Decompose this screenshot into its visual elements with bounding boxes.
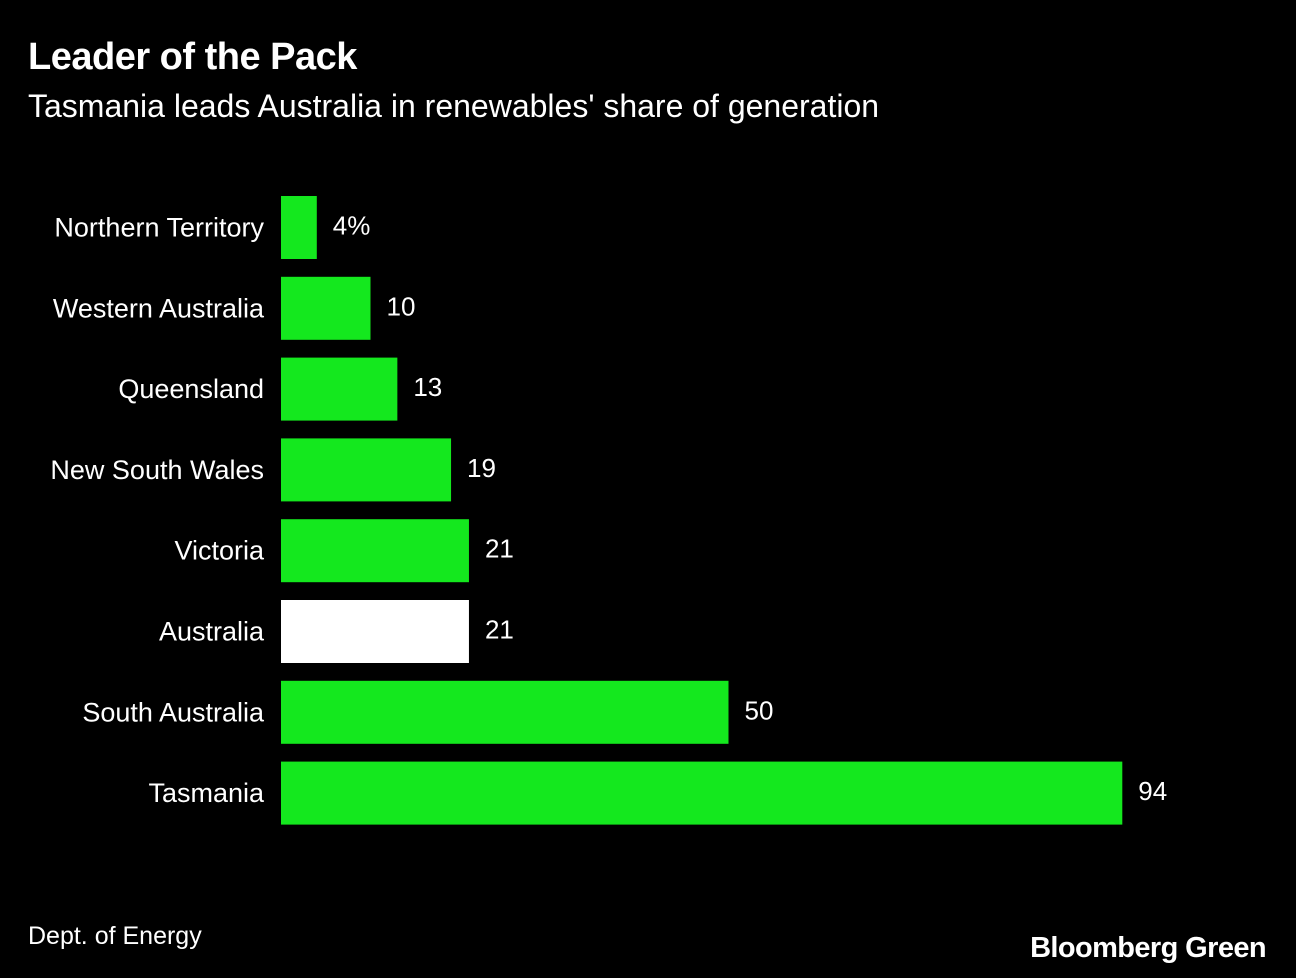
value-label-tasmania: 94 — [1138, 776, 1167, 806]
value-label-queensland: 13 — [413, 372, 442, 402]
category-label-northern-territory: Northern Territory — [54, 213, 264, 243]
chart-subtitle: Tasmania leads Australia in renewables' … — [28, 88, 880, 124]
value-label-australia: 21 — [485, 615, 514, 645]
category-label-queensland: Queensland — [118, 374, 264, 404]
value-label-western-australia: 10 — [387, 291, 416, 321]
value-label-northern-territory: 4% — [333, 211, 371, 241]
chart-title: Leader of the Pack — [28, 36, 357, 78]
bar-south-australia — [281, 680, 729, 744]
category-label-south-australia: South Australia — [82, 697, 265, 727]
bar-queensland — [281, 357, 398, 421]
bar-australia — [281, 600, 469, 663]
value-label-south-australia: 50 — [745, 695, 774, 725]
category-label-western-australia: Western Australia — [53, 293, 265, 323]
bar-northern-territory — [281, 196, 317, 259]
bar-victoria — [281, 519, 469, 583]
category-label-tasmania: Tasmania — [148, 778, 265, 808]
bar-chart: Northern Territory 4% Western Australia 10 Q… — [50, 196, 1167, 825]
bar-western-australia — [281, 276, 371, 340]
category-label-victoria: Victoria — [174, 536, 265, 566]
bar-new-south-wales — [281, 438, 452, 502]
category-label-australia: Australia — [159, 617, 265, 647]
source-note: Dept. of Energy — [28, 922, 202, 950]
category-label-new-south-wales: New South Wales — [50, 455, 264, 485]
value-label-victoria: 21 — [485, 534, 514, 564]
value-label-new-south-wales: 19 — [467, 453, 496, 483]
brand-logo: Bloomberg Green — [1030, 932, 1267, 964]
bar-tasmania — [281, 761, 1123, 825]
